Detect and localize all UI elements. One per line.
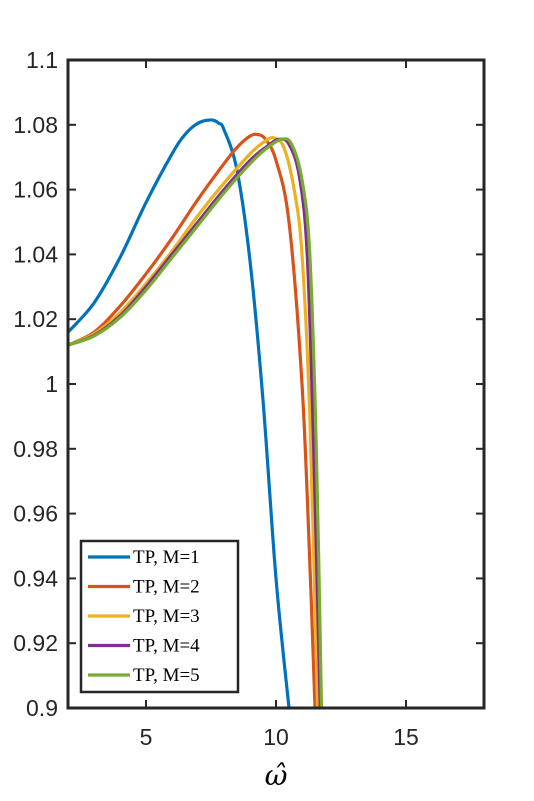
y-tick-label: 0.94: [13, 565, 58, 591]
y-tick-label: 0.96: [13, 501, 58, 527]
legend-label: TP, M=2: [133, 577, 200, 598]
legend: TP, M=1 TP, M=2 TP, M=3 TP, M=4 TP, M=5: [79, 539, 240, 694]
legend-label: TP, M=3: [133, 606, 200, 627]
x-tick-label: 15: [393, 724, 419, 750]
series-line-5: [68, 137, 324, 708]
y-tick-label: 1.08: [13, 112, 58, 138]
y-tick-label: 1: [45, 371, 58, 397]
y-tick-label: 0.9: [26, 695, 58, 721]
x-axis-label: ω̂: [265, 759, 288, 792]
y-tick-label: 1.02: [13, 306, 58, 332]
legend-label: TP, M=1: [133, 547, 200, 568]
legend-entries: TP, M=1 TP, M=2 TP, M=3 TP, M=4 TP, M=5: [88, 547, 200, 686]
x-tick-label: 5: [140, 724, 153, 750]
y-tick-label: 1.1: [26, 47, 58, 73]
y-tick-label: 0.98: [13, 436, 58, 462]
x-axis-ticks: 5 10 15: [140, 60, 419, 750]
series-line-2: [68, 132, 317, 708]
y-tick-label: 1.04: [13, 241, 58, 267]
y-tick-label: 1.06: [13, 177, 58, 203]
series-line-1: [68, 118, 291, 708]
series-layer: [68, 118, 324, 708]
x-tick-label: 10: [263, 724, 289, 750]
y-tick-label: 0.92: [13, 630, 58, 656]
series-line-3: [68, 136, 320, 708]
y-axis-ticks: 0.9 0.92 0.94 0.96 0.98 1 1.02 1.04 1.06 1.08 1.1: [13, 47, 484, 721]
legend-label: TP, M=4: [133, 636, 200, 657]
legend-label: TP, M=5: [133, 665, 200, 686]
